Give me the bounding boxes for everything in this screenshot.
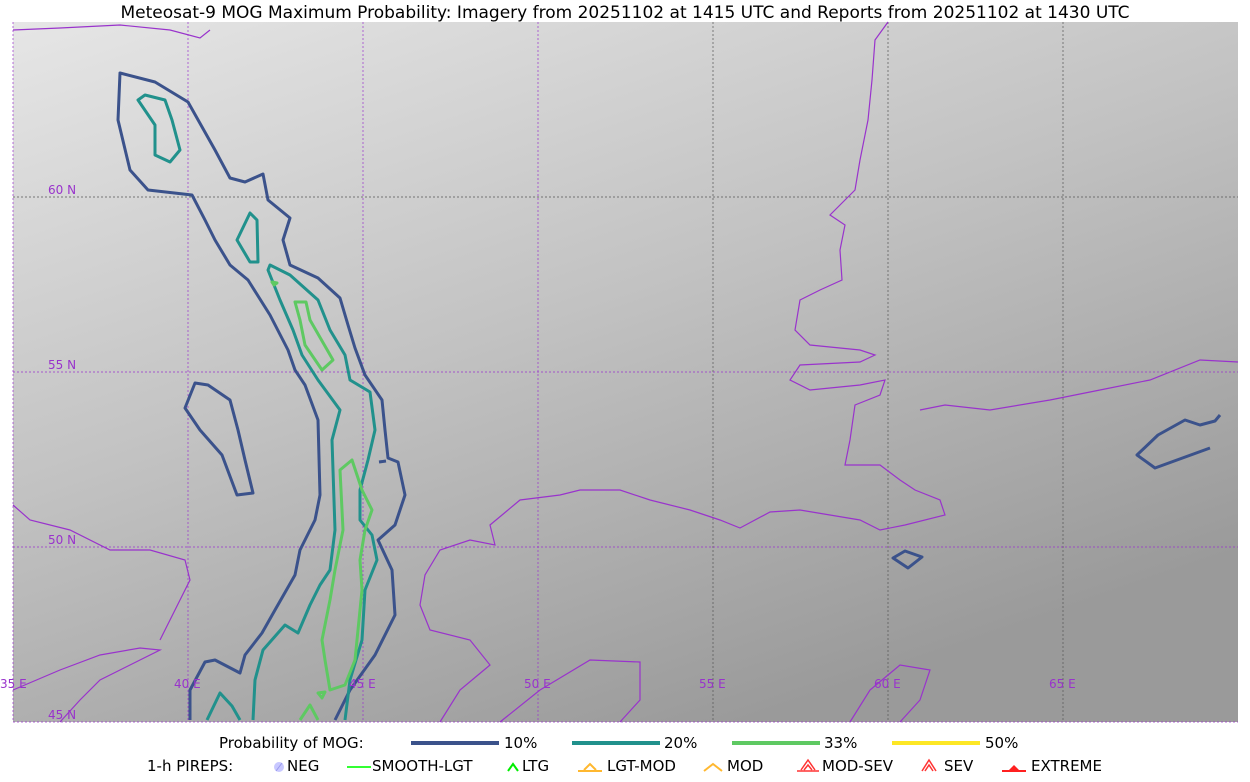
contour-33pct xyxy=(316,690,327,700)
coastline xyxy=(12,24,211,39)
lat-label: 50 N xyxy=(48,533,76,547)
contour-10pct xyxy=(891,549,924,570)
coastline xyxy=(919,359,1239,411)
mog-contours xyxy=(116,71,1222,721)
pirep-label-sev: SEV xyxy=(944,757,974,775)
pireps-legend-title: 1-h PIREPS: xyxy=(147,757,234,775)
map-title: Meteosat-9 MOG Maximum Probability: Imag… xyxy=(120,3,1130,23)
lgt-mod-caret-bar-icon xyxy=(578,762,602,772)
lon-label: 55 E xyxy=(699,677,726,691)
contour-10pct xyxy=(116,71,407,721)
pirep-label-smooth-lgt: SMOOTH-LGT xyxy=(372,757,473,775)
contour-20pct xyxy=(136,93,182,164)
coastline xyxy=(12,504,191,641)
pireps-legend: 1-h PIREPS: NEG SMOOTH-LGT LTG LGT-MOD M… xyxy=(0,757,1250,777)
mod-caret-icon xyxy=(703,762,723,772)
coastline xyxy=(849,664,931,723)
probability-legend: Probability of MOG: 10% 20% 33% 50% xyxy=(0,734,1250,754)
pirep-label-mod: MOD xyxy=(727,757,764,775)
smooth-lgt-line-icon xyxy=(347,766,371,768)
lon-label: 35 E xyxy=(0,677,27,691)
contour-20pct xyxy=(205,691,242,721)
lat-label: 55 N xyxy=(48,358,76,372)
lon-label: 45 E xyxy=(349,677,376,691)
lon-label: 65 E xyxy=(1049,677,1076,691)
contour-10pct xyxy=(183,381,255,497)
coastline xyxy=(419,21,946,723)
pirep-label-ltg: LTG xyxy=(522,757,550,775)
probability-legend-title: Probability of MOG: xyxy=(219,734,364,752)
pirep-label-lgt-mod: LGT-MOD xyxy=(607,757,676,775)
contour-20pct xyxy=(251,263,379,721)
contour-33pct xyxy=(320,458,374,692)
pirep-label-neg: NEG xyxy=(287,757,320,775)
contour-33pct xyxy=(298,703,320,721)
legend-swatch-33 xyxy=(732,741,820,745)
legend-label-33: 33% xyxy=(824,734,858,752)
extreme-filled-triangle-icon xyxy=(1002,765,1026,772)
neg-circle-icon xyxy=(274,762,284,772)
coastline xyxy=(12,647,163,723)
lon-label: 50 E xyxy=(524,677,551,691)
lat-lon-grid xyxy=(12,22,1238,723)
sev-double-caret-icon xyxy=(921,758,937,772)
legend-swatch-50 xyxy=(892,741,980,745)
legend-swatch-20 xyxy=(572,741,660,745)
ltg-caret-icon xyxy=(507,762,519,772)
lon-label: 60 E xyxy=(874,677,901,691)
lat-label: 60 N xyxy=(48,183,76,197)
contour-20pct xyxy=(235,211,260,264)
legend-label-10: 10% xyxy=(504,734,538,752)
pirep-label-extreme: EXTREME xyxy=(1031,757,1102,775)
pirep-label-mod-sev: MOD-SEV xyxy=(822,757,893,775)
mod-sev-double-caret-bar-icon xyxy=(797,758,819,772)
legend-label-20: 20% xyxy=(664,734,698,752)
contour-10pct xyxy=(378,459,387,464)
grid-labels: 35 E 40 E 45 E 50 E 55 E 60 E 65 E 60 N 55 N 50 N… xyxy=(0,183,1076,722)
coastline xyxy=(499,659,641,723)
coastlines xyxy=(12,21,1239,723)
legend-label-50: 50% xyxy=(985,734,1019,752)
lon-label: 40 E xyxy=(174,677,201,691)
lat-label: 45 N xyxy=(48,708,76,722)
contour-33pct xyxy=(270,280,279,287)
legend-swatch-10 xyxy=(411,741,499,745)
contour-10pct xyxy=(1135,414,1222,470)
contour-33pct xyxy=(293,300,335,372)
